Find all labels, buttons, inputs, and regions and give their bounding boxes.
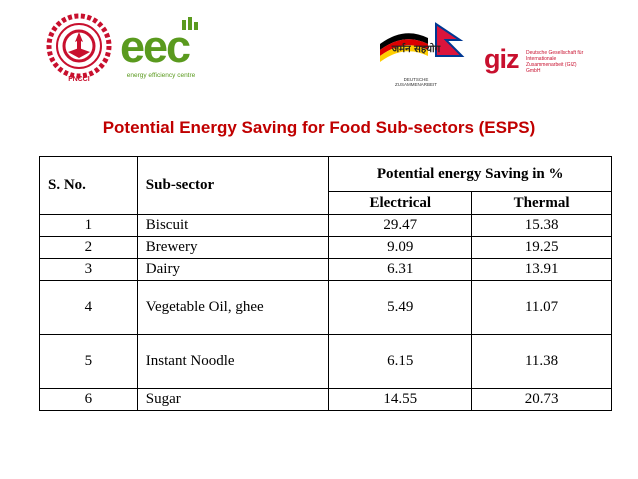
header-thermal: Thermal bbox=[471, 191, 612, 215]
row-thermal: 15.38 bbox=[471, 214, 612, 237]
row-thermal: 11.07 bbox=[471, 280, 612, 335]
header-subsector: Sub-sector bbox=[136, 156, 330, 215]
fncci-logo bbox=[46, 13, 112, 79]
giz-wordmark: giz bbox=[484, 44, 519, 74]
table-subheader-row: Electrical Thermal bbox=[40, 191, 612, 215]
row-sno: 1 bbox=[39, 214, 138, 237]
fncci-label: FNCCI bbox=[68, 76, 90, 83]
giz-fullname: Deutsche Gesellschaft für Internationale… bbox=[526, 50, 584, 74]
eec-logo-mark bbox=[182, 17, 198, 30]
row-electrical: 9.09 bbox=[328, 236, 473, 259]
row-thermal: 11.38 bbox=[471, 334, 612, 389]
row-electrical: 14.55 bbox=[328, 388, 473, 411]
table-row: 1 Biscuit 29.47 15.38 bbox=[39, 214, 612, 237]
row-thermal: 20.73 bbox=[471, 388, 612, 411]
eec-wordmark: eec bbox=[120, 21, 191, 72]
table-row: 5 Instant Noodle 6.15 11.38 bbox=[39, 334, 612, 389]
row-electrical: 5.49 bbox=[328, 280, 473, 335]
row-thermal: 19.25 bbox=[471, 236, 612, 259]
row-electrical: 6.15 bbox=[328, 334, 473, 389]
row-subsector: Sugar bbox=[136, 388, 330, 411]
row-electrical: 6.31 bbox=[328, 258, 473, 281]
header-potential-saving: Potential energy Saving in % bbox=[328, 156, 612, 192]
row-subsector: Brewery bbox=[136, 236, 330, 259]
row-subsector: Dairy bbox=[136, 258, 330, 281]
page-title: Potential Energy Saving for Food Sub-sec… bbox=[102, 118, 536, 137]
row-subsector: Vegetable Oil, ghee bbox=[136, 280, 330, 335]
row-electrical: 29.47 bbox=[328, 214, 473, 237]
header-electrical: Electrical bbox=[328, 191, 473, 215]
row-sno: 4 bbox=[39, 280, 138, 335]
german-cooperation-hindi-text: जर्मन सहयोग bbox=[391, 44, 441, 55]
table-row: 6 Sugar 14.55 20.73 bbox=[39, 388, 612, 411]
row-sno: 6 bbox=[39, 388, 138, 411]
row-thermal: 13.91 bbox=[471, 258, 612, 281]
table-row: 3 Dairy 6.31 13.91 bbox=[39, 258, 612, 281]
logo-bar: FNCCI eec energy efficiency centre जर्मन… bbox=[0, 0, 638, 100]
table-row: 4 Vegetable Oil, ghee 5.49 11.07 bbox=[39, 280, 612, 335]
row-sno: 3 bbox=[39, 258, 138, 281]
table-row: 2 Brewery 9.09 19.25 bbox=[39, 236, 612, 259]
german-cooperation-logo bbox=[380, 22, 465, 62]
row-subsector: Instant Noodle bbox=[136, 334, 330, 389]
table-header-row: S. No. Sub-sector Potential energy Savin… bbox=[39, 156, 612, 215]
header-sno: S. No. bbox=[39, 156, 138, 215]
german-cooperation-subtext: DEUTSCHE ZUSAMMENARBEIT bbox=[394, 77, 437, 87]
energy-saving-table: S. No. Sub-sector Potential energy Savin… bbox=[39, 156, 612, 411]
row-sno: 5 bbox=[39, 334, 138, 389]
eec-tagline: energy efficiency centre bbox=[126, 72, 196, 79]
row-subsector: Biscuit bbox=[136, 214, 330, 237]
row-sno: 2 bbox=[39, 236, 138, 259]
